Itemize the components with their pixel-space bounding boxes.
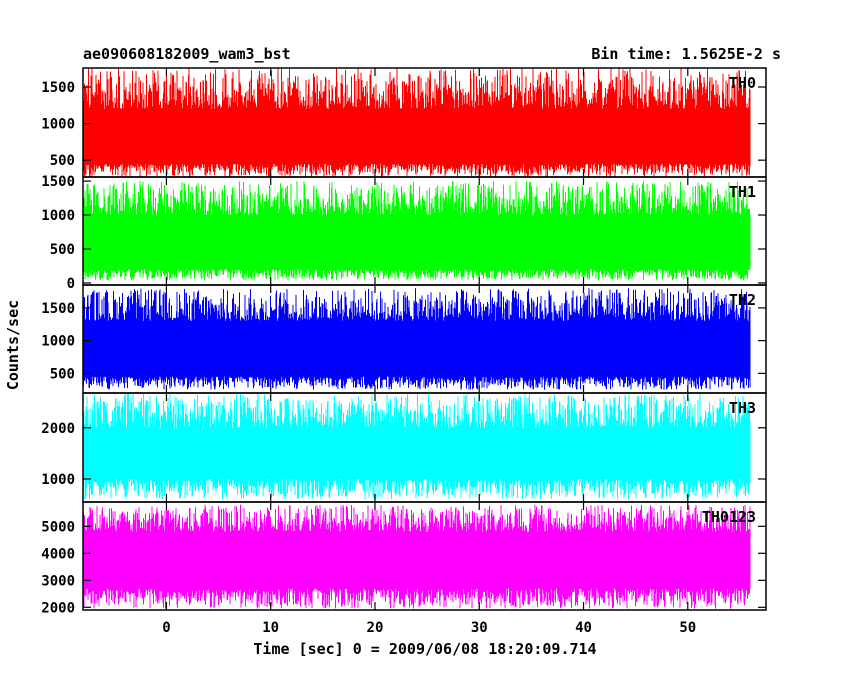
- y-tick-label: 1500: [41, 301, 75, 317]
- panel-th3: 1000 2000 TH3: [41, 392, 767, 503]
- x-tick-label: 50: [679, 620, 696, 636]
- x-tick-label: 20: [367, 620, 384, 636]
- series-label-th2: TH2: [729, 291, 756, 309]
- y-tick-label: 2000: [41, 600, 75, 616]
- series-band-th1: [83, 218, 751, 269]
- y-tick-label: 1000: [41, 334, 75, 350]
- series-band-th0: [83, 112, 751, 163]
- chart-title: ae090608182009_wam3_bst: [83, 45, 291, 63]
- series-label-th0123: TH0123: [702, 508, 756, 526]
- panel-th2: 500 1000 1500 TH2: [41, 284, 767, 394]
- panel-frame: [82, 501, 767, 611]
- series-band-th0123: [83, 535, 751, 585]
- y-tick-label: 500: [50, 242, 75, 258]
- x-tick-label: 40: [575, 620, 592, 636]
- y-axis-label: Counts/sec: [4, 300, 22, 390]
- y-tick-label: 4000: [41, 546, 75, 562]
- y-tick-label: 1000: [41, 472, 75, 488]
- series-band-th3: [83, 431, 751, 477]
- y-tick-label: 1500: [41, 174, 75, 190]
- series-label-th3: TH3: [729, 399, 756, 417]
- panel-th1: 0 500 1000 1500 TH1: [41, 174, 767, 292]
- y-tick-label: 1000: [41, 208, 75, 224]
- y-tick-label: 500: [50, 366, 75, 382]
- y-tick-label: 0: [67, 276, 75, 292]
- series-label-th0: TH0: [729, 74, 756, 92]
- x-tick-label: 30: [471, 620, 488, 636]
- y-tick-label: 3000: [41, 573, 75, 589]
- y-tick-label: 5000: [41, 519, 75, 535]
- series-label-th1: TH1: [729, 183, 756, 201]
- y-tick-label: 1500: [41, 80, 75, 96]
- bin-time-label: Bin time: 1.5625E-2 s: [591, 45, 781, 63]
- panel-th0: 500 1000 1500 TH0: [41, 67, 767, 178]
- panel-th0123: 2000 3000 4000 5000 TH0123: [41, 501, 767, 616]
- y-tick-label: 2000: [41, 421, 75, 437]
- x-tick-label: 10: [262, 620, 279, 636]
- series-band-th2: [83, 324, 751, 376]
- x-axis-label: Time [sec] 0 = 2009/06/08 18:20:09.714: [253, 640, 596, 658]
- y-tick-label: 1000: [41, 117, 75, 133]
- y-tick-label: 500: [50, 153, 75, 169]
- x-tick-label: 0: [162, 620, 170, 636]
